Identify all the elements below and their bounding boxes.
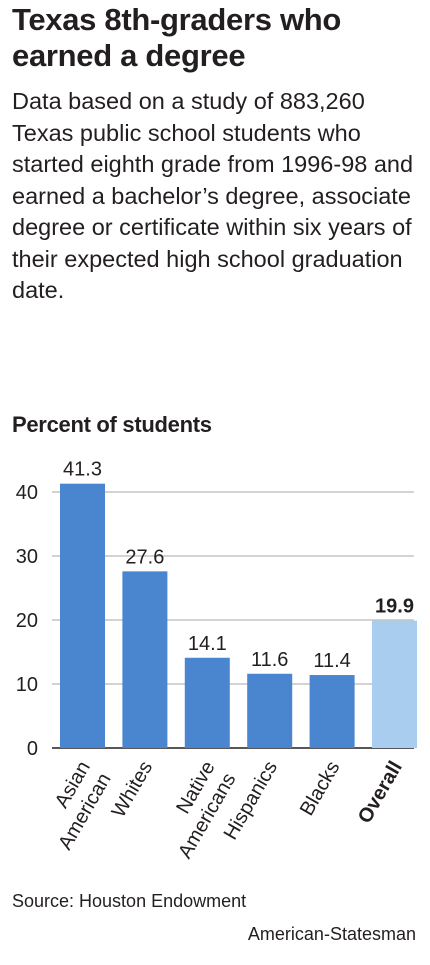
chart-subtitle: Data based on a study of 883,260 Texas p… (12, 88, 414, 303)
y-tick-label: 30 (16, 546, 38, 568)
x-tick-label: NativeAmericans (153, 758, 240, 863)
y-tick-labels: 0 10 20 30 40 (16, 482, 38, 760)
y-tick-label: 20 (16, 610, 38, 632)
x-tick-label: Whites (108, 758, 158, 822)
bar (309, 675, 355, 748)
bar (247, 673, 293, 748)
data-label: 11.4 (313, 650, 350, 672)
y-tick-label: 10 (16, 674, 38, 696)
x-tick-label: Overall (354, 758, 407, 828)
y-tick-label: 0 (27, 738, 38, 760)
grid-lines (52, 491, 414, 749)
data-label: 14.1 (188, 633, 227, 655)
bars (60, 483, 417, 748)
bar (372, 620, 417, 748)
bar-chart: 41.3 27.6 14.1 11.6 11.4 19.9 0 10 20 30 40 Asian… (16, 459, 417, 863)
bar (184, 657, 230, 748)
x-tick-label: Blacks (296, 758, 345, 820)
data-labels: 41.3 27.6 14.1 11.6 11.4 19.9 (63, 459, 414, 672)
data-label: 27.6 (125, 546, 164, 568)
bar (122, 571, 168, 748)
y-axis-label: Percent of students (12, 412, 212, 437)
data-label: 41.3 (63, 459, 102, 481)
credit-line: American-Statesman (247, 924, 416, 944)
bar (60, 483, 105, 748)
x-tick-label: AsianAmerican (34, 758, 116, 854)
source-note: Source: Houston Endowment (12, 891, 247, 911)
data-label: 19.9 (375, 596, 414, 618)
x-tick-label: Hispanics (220, 758, 282, 844)
y-tick-label: 40 (16, 482, 38, 504)
data-label: 11.6 (251, 649, 288, 671)
chart-title: Texas 8th-graders who earned a degree (12, 2, 342, 73)
